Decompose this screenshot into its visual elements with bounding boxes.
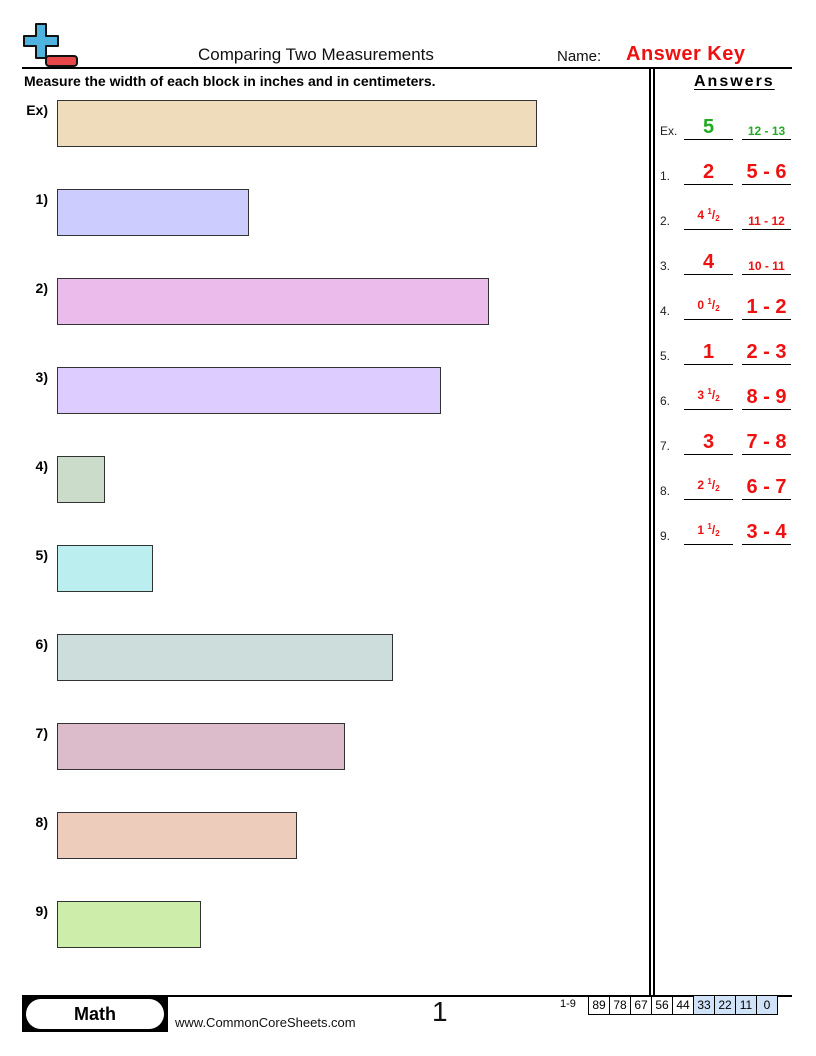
footer-rule — [22, 995, 792, 997]
frac-denominator: 2 — [715, 484, 720, 493]
answer-inches: 1 — [684, 340, 733, 365]
measure-block-6 — [57, 634, 393, 681]
answer-inches-mixed: 1 1/2 — [684, 517, 733, 545]
answer-cm: 2 - 3 — [742, 340, 791, 365]
answer-number: 9. — [660, 529, 671, 543]
answer-number: Ex. — [660, 124, 678, 138]
answer-cm: 7 - 8 — [742, 430, 791, 455]
measure-block-3 — [57, 367, 441, 414]
answer-number: 6. — [660, 394, 671, 408]
question-label: 3) — [35, 369, 48, 385]
answer-cm: 8 - 9 — [742, 385, 791, 410]
question-label: 5) — [35, 547, 48, 563]
measure-block-1 — [57, 189, 249, 236]
frac-numerator: 1 — [707, 297, 712, 306]
score-cell: 0 — [757, 996, 778, 1014]
answer-cm: 11 - 12 — [742, 213, 791, 230]
answer-row-8: 8. 2 1/2 6 - 7 — [660, 470, 795, 500]
score-cell: 56 — [652, 996, 673, 1014]
plus-minus-logo-icon — [23, 23, 78, 67]
frac-numerator: 1 — [707, 387, 712, 396]
answer-inches: 4 — [684, 250, 733, 275]
measure-block-4 — [57, 456, 105, 503]
answer-number: 8. — [660, 484, 671, 498]
score-cell: 89 — [589, 996, 610, 1014]
answer-inches-mixed: 4 1/2 — [684, 202, 733, 230]
name-value: Answer Key — [626, 43, 746, 65]
question-label: 4) — [35, 458, 48, 474]
answer-inches: 5 — [684, 115, 733, 140]
page-number: 1 — [432, 996, 448, 1027]
answer-inches: 2 — [684, 160, 733, 185]
name-label: Name: — [557, 48, 602, 65]
answers-title: Answers — [694, 73, 775, 90]
answer-cm: 10 - 11 — [742, 258, 791, 275]
answer-inches-mixed: 3 1/2 — [684, 382, 733, 410]
answer-row-1: 1. 2 5 - 6 — [660, 155, 795, 185]
answer-cm: 3 - 4 — [742, 520, 791, 545]
worksheet-title: Comparing Two Measurements — [198, 45, 434, 64]
column-divider — [649, 68, 655, 996]
frac-denominator: 2 — [715, 394, 720, 403]
score-range-label: 1-9 — [560, 998, 576, 1010]
answer-number: 1. — [660, 169, 671, 183]
question-label: 6) — [35, 636, 48, 652]
whole-part: 0 — [697, 298, 705, 312]
score-cell: 11 — [736, 996, 757, 1014]
site-url: www.CommonCoreSheets.com — [175, 1015, 356, 1030]
answer-cm: 1 - 2 — [742, 295, 791, 320]
frac-denominator: 2 — [715, 304, 720, 313]
answer-row-example: Ex. 5 12 - 13 — [660, 110, 795, 140]
score-table: 89 78 67 56 44 33 22 11 0 — [588, 996, 778, 1015]
answer-row-4: 4. 0 1/2 1 - 2 — [660, 290, 795, 320]
score-cell: 33 — [694, 996, 715, 1014]
question-label: 7) — [35, 725, 48, 741]
frac-denominator: 2 — [715, 214, 720, 223]
measure-block-7 — [57, 723, 345, 770]
question-label: Ex) — [26, 102, 48, 118]
whole-part: 3 — [697, 388, 705, 402]
answer-row-9: 9. 1 1/2 3 - 4 — [660, 515, 795, 545]
whole-part: 1 — [697, 523, 705, 537]
whole-part: 4 — [697, 208, 705, 222]
answer-row-2: 2. 4 1/2 11 - 12 — [660, 200, 795, 230]
header-rule — [22, 67, 792, 69]
answer-number: 3. — [660, 259, 671, 273]
question-label: 2) — [35, 280, 48, 296]
question-label: 1) — [35, 191, 48, 207]
question-label: 8) — [35, 814, 48, 830]
answer-number: 4. — [660, 304, 671, 318]
answer-cm: 6 - 7 — [742, 475, 791, 500]
measure-block-example — [57, 100, 537, 147]
answer-row-3: 3. 4 10 - 11 — [660, 245, 795, 275]
measure-block-8 — [57, 812, 297, 859]
frac-numerator: 1 — [707, 207, 712, 216]
score-cell: 78 — [610, 996, 631, 1014]
score-cell: 67 — [631, 996, 652, 1014]
answer-row-5: 5. 1 2 - 3 — [660, 335, 795, 365]
score-cell: 22 — [715, 996, 736, 1014]
frac-numerator: 1 — [707, 477, 712, 486]
answer-number: 2. — [660, 214, 671, 228]
answer-inches-mixed: 2 1/2 — [684, 472, 733, 500]
question-label: 9) — [35, 903, 48, 919]
answer-row-7: 7. 3 7 - 8 — [660, 425, 795, 455]
measure-block-2 — [57, 278, 489, 325]
answer-cm: 5 - 6 — [742, 160, 791, 185]
answer-inches: 3 — [684, 430, 733, 455]
answer-row-6: 6. 3 1/2 8 - 9 — [660, 380, 795, 410]
answer-inches-mixed: 0 1/2 — [684, 292, 733, 320]
score-cell: 44 — [673, 996, 694, 1014]
whole-part: 2 — [697, 478, 705, 492]
answer-number: 7. — [660, 439, 671, 453]
frac-numerator: 1 — [707, 522, 712, 531]
answer-cm: 12 - 13 — [742, 123, 791, 140]
measure-block-9 — [57, 901, 201, 948]
subject-badge: Math — [26, 999, 164, 1029]
answer-number: 5. — [660, 349, 671, 363]
instructions: Measure the width of each block in inche… — [24, 73, 436, 89]
measure-block-5 — [57, 545, 153, 592]
frac-denominator: 2 — [715, 529, 720, 538]
